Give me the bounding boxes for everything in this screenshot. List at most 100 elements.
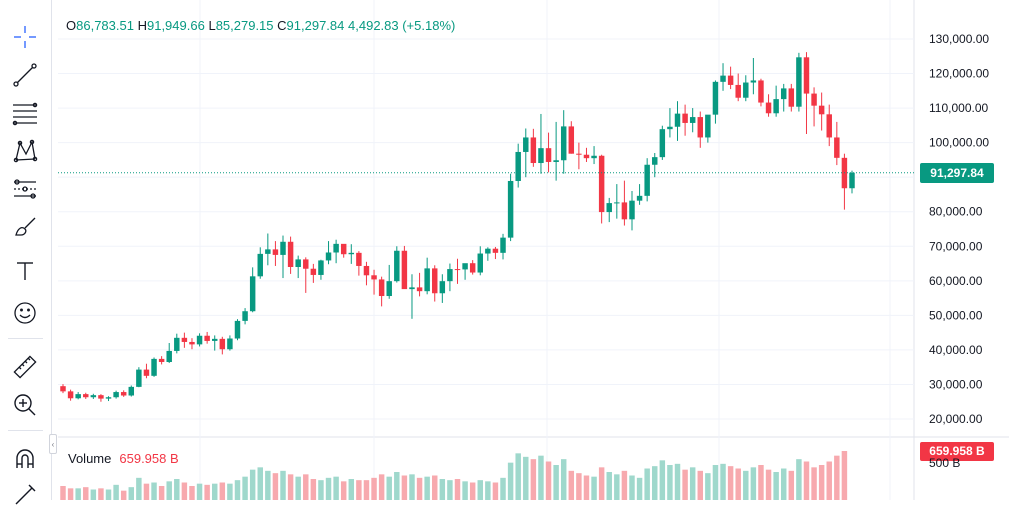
candle-body	[75, 394, 81, 399]
brush-icon[interactable]	[6, 210, 44, 244]
current-price-label: 91,297.84	[920, 163, 994, 183]
chart-canvas[interactable]: 130,000.00 120,000.00 110,000.00 100,000.00…	[0, 0, 1009, 500]
zoom-in-icon[interactable]	[6, 388, 44, 422]
candle-body	[371, 275, 377, 280]
volume-bar	[83, 487, 89, 500]
price-tick-label: 110,000.00	[929, 101, 988, 115]
volume-bar	[234, 480, 241, 500]
candle-body	[272, 249, 279, 255]
candle-body	[424, 268, 430, 292]
open-value: 86,783.51	[76, 18, 134, 33]
candle-body	[477, 253, 483, 273]
pencil-icon[interactable]	[6, 478, 44, 512]
candle-body	[227, 338, 233, 350]
candle-body	[83, 394, 89, 398]
candle-body	[614, 202, 620, 204]
price-tick-label: 60,000.00	[929, 274, 983, 288]
prediction-icon[interactable]	[6, 172, 44, 206]
volume-bar	[796, 459, 802, 500]
candle-body	[553, 160, 559, 162]
trend-line-icon[interactable]	[6, 58, 44, 92]
volume-bar	[371, 477, 377, 500]
volume-bar	[310, 479, 317, 500]
candle-body	[606, 203, 612, 213]
candle-body	[189, 341, 195, 345]
volume-bar	[568, 470, 575, 500]
candle-body	[560, 126, 567, 161]
close-value: 91,297.84	[286, 18, 345, 33]
collapse-toolbar-button[interactable]: ‹	[49, 434, 57, 454]
volume-bar	[644, 468, 650, 500]
volume-bar	[340, 481, 347, 500]
candle-body	[659, 129, 666, 158]
volume-bar	[113, 484, 119, 500]
candle-body	[204, 335, 210, 341]
pattern-icon[interactable]	[6, 134, 44, 168]
volume-bar	[652, 466, 658, 500]
volume-bar	[158, 486, 165, 500]
volume-bar	[780, 468, 787, 500]
volume-bar	[773, 472, 779, 500]
fib-retracement-icon[interactable]	[6, 96, 44, 130]
candle-body	[803, 57, 810, 94]
volume-title: Volume	[68, 451, 112, 466]
price-axis[interactable]: 130,000.00 120,000.00 110,000.00 100,000.00…	[929, 32, 989, 426]
candle-body	[750, 80, 757, 83]
volume-bar	[378, 474, 385, 500]
volume-bar	[576, 473, 582, 500]
candle-body	[439, 281, 446, 294]
volume-bar	[705, 473, 711, 500]
volume-legend[interactable]: Volume 659.958 B	[68, 451, 179, 466]
volume-bar	[735, 468, 741, 500]
volume-bar	[432, 475, 438, 500]
volume-bar	[515, 453, 521, 500]
volume-bar	[189, 486, 195, 500]
magnet-icon[interactable]	[6, 442, 44, 476]
candle-body	[652, 157, 658, 165]
volume-bar	[181, 482, 188, 500]
candle-body	[447, 269, 453, 282]
volume-bar	[386, 476, 392, 500]
candle-body	[758, 80, 764, 103]
candle-body	[712, 81, 719, 115]
candle-body	[113, 392, 119, 398]
volume-bar	[614, 474, 620, 500]
volume-bar	[629, 475, 635, 500]
candle-body	[485, 248, 491, 254]
candle-body	[219, 338, 226, 350]
volume-bar	[166, 481, 172, 500]
candle-body	[394, 250, 400, 282]
candle-body	[136, 369, 142, 387]
volume-bar	[720, 463, 726, 500]
crosshair-icon[interactable]	[6, 20, 44, 54]
volume-bar	[174, 479, 180, 500]
volume-bar	[249, 469, 256, 500]
candle-body	[788, 88, 795, 107]
text-icon[interactable]	[6, 254, 44, 288]
candle-body	[773, 99, 779, 114]
ruler-icon[interactable]	[6, 350, 44, 384]
price-tick-label: 50,000.00	[929, 308, 983, 322]
candle-body	[705, 114, 711, 138]
volume-bar	[560, 459, 567, 500]
volume-bar	[348, 479, 355, 500]
volume-bar	[788, 470, 795, 500]
volume-bar	[750, 467, 757, 500]
close-key: C	[277, 18, 287, 33]
emoji-icon[interactable]	[6, 296, 44, 330]
price-tick-label: 30,000.00	[929, 377, 983, 391]
drawing-toolbar	[0, 0, 52, 505]
candle-body	[378, 279, 385, 297]
candle-body	[166, 350, 172, 362]
candle-body	[67, 391, 74, 399]
candle-body	[636, 195, 643, 201]
volume-bar	[219, 482, 226, 500]
candle-body	[583, 154, 590, 159]
candle-body	[98, 395, 104, 399]
volume-bar	[758, 465, 764, 500]
candle-body	[249, 276, 256, 312]
volume-bar	[60, 486, 66, 500]
volume-bar	[682, 469, 688, 500]
volume-bar	[439, 479, 446, 500]
candle-body	[196, 335, 203, 345]
